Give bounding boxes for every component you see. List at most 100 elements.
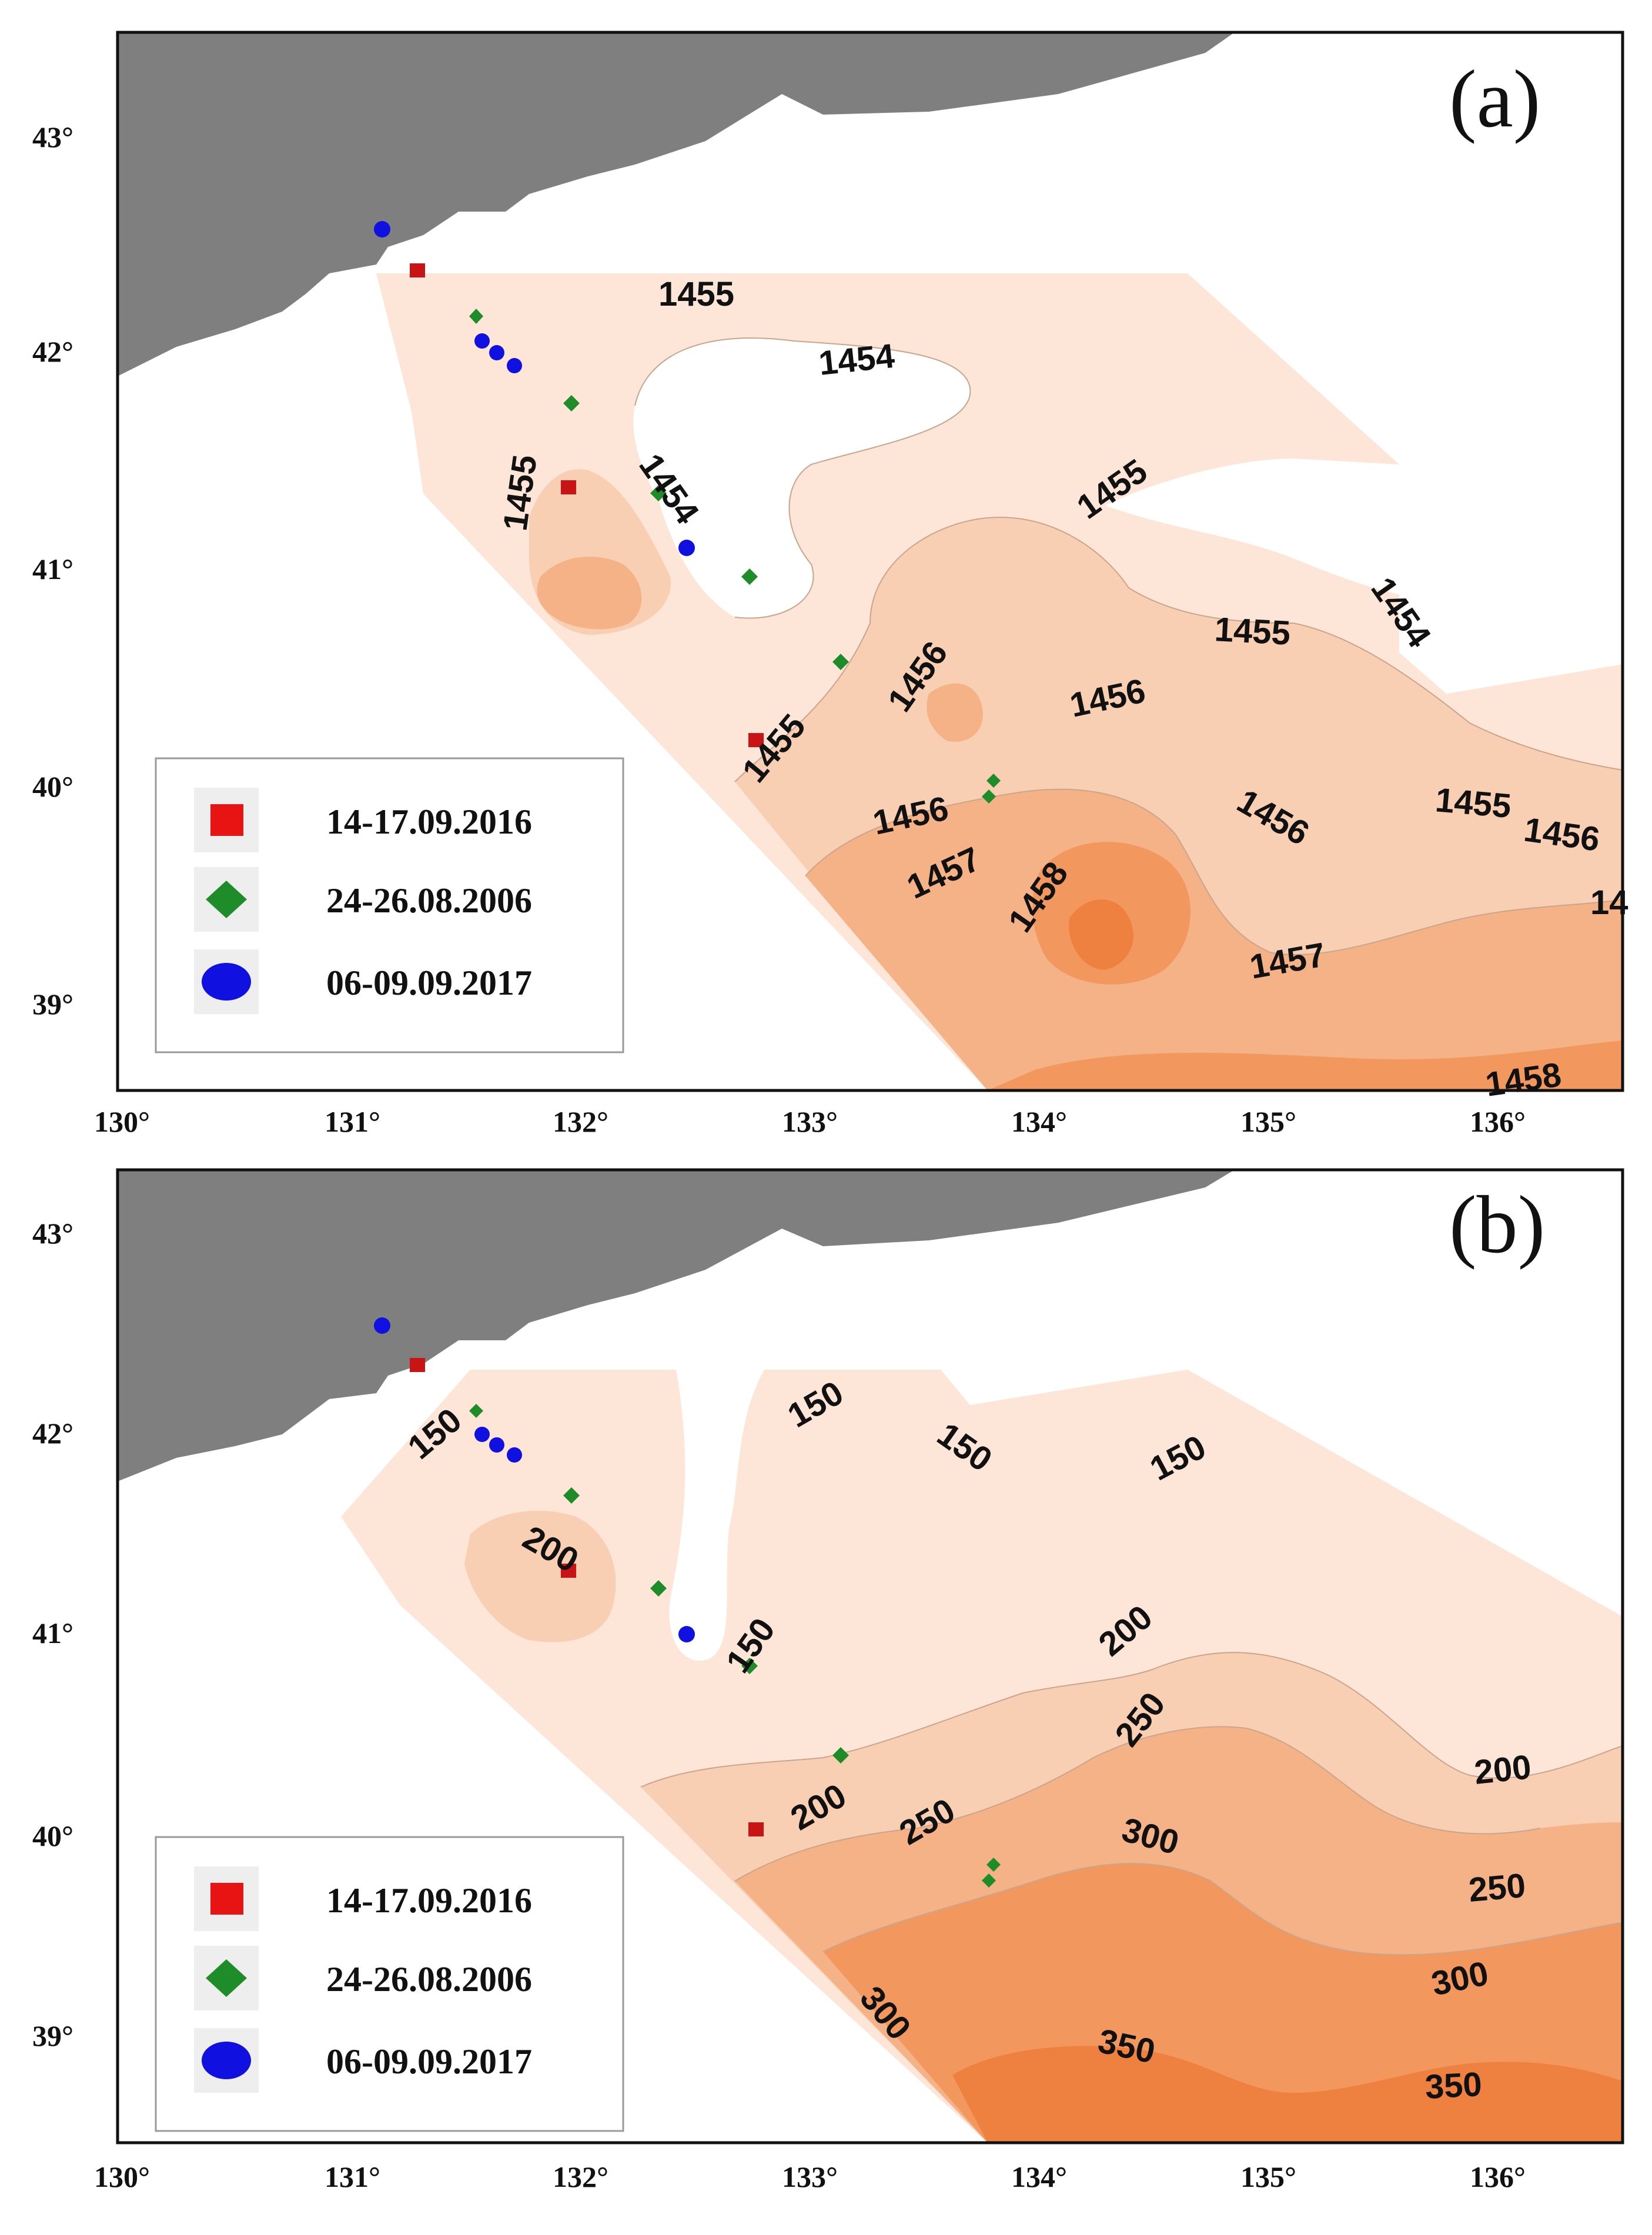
legend-circle-icon: [202, 963, 251, 1001]
panel-label-b: (b): [1449, 1179, 1545, 1270]
contour-label: 14: [1590, 884, 1628, 922]
station-marker-diamond: [982, 789, 996, 804]
contour-fill-level4-b2: [1104, 1864, 1185, 1940]
contour-lines-a: [634, 337, 1623, 955]
x-tick-label: 133°: [782, 2160, 838, 2193]
station-marker-circle: [489, 345, 504, 360]
legend-diamond-icon: [206, 1959, 247, 1997]
legend-label: 14-17.09.2016: [326, 1881, 532, 1920]
legend-label: 06-09.09.2017: [326, 2042, 532, 2081]
y-tick-label: 42°: [32, 335, 73, 368]
x-tick-label: 130°: [94, 1105, 150, 1138]
x-tick-label: 135°: [1240, 2160, 1296, 2193]
legend-square-icon: [210, 804, 243, 836]
contour-fill-level3-b-a: [537, 556, 642, 630]
station-marker-square: [561, 1564, 576, 1578]
legend-circle-icon: [202, 2042, 251, 2079]
station-marker-square: [410, 1358, 425, 1372]
station-marker-diamond: [650, 1580, 667, 1597]
contour-label: 1455: [1213, 610, 1291, 653]
y-tick-label: 40°: [32, 1819, 73, 1852]
legend-label: 24-26.08.2006: [326, 1960, 532, 1999]
stations-a: [374, 221, 1001, 804]
station-marker-diamond: [741, 568, 758, 585]
station-marker-square: [748, 733, 764, 747]
station-marker-circle: [507, 1447, 522, 1463]
x-tick-label: 132°: [553, 2160, 608, 2193]
station-marker-diamond: [563, 395, 580, 411]
station-marker-circle: [474, 1427, 490, 1442]
station-marker-diamond: [982, 1873, 996, 1888]
station-marker-diamond: [469, 1404, 483, 1418]
contour-label: 250: [1467, 1866, 1527, 1909]
land-mass-a: [118, 32, 1235, 376]
x-tick-label: 133°: [782, 1105, 838, 1138]
station-marker-diamond: [986, 1858, 1001, 1872]
x-tick-label: 135°: [1240, 1105, 1296, 1138]
station-marker-diamond: [832, 1747, 849, 1764]
contour-label: 1455: [1434, 781, 1513, 825]
panel-b-border: [116, 1168, 1624, 2144]
x-tick-label: 131°: [325, 1105, 380, 1138]
station-marker-circle: [507, 358, 522, 373]
station-marker-diamond: [741, 1658, 758, 1674]
contour-hole-1454-a: [633, 337, 971, 618]
y-tick-label: 39°: [32, 2019, 73, 2052]
legend-label: 14-17.09.2016: [326, 802, 532, 841]
y-tick-label: 41°: [32, 1617, 73, 1650]
y-tick-label: 43°: [32, 1217, 73, 1250]
contour-label: 1454: [817, 337, 897, 383]
panel-a-border: [116, 31, 1624, 1092]
legend-square-icon: [210, 1883, 243, 1915]
stations-b: [374, 1317, 1001, 1888]
contour-fill-level4-b-a: [988, 1040, 1623, 1090]
x-tick-label: 136°: [1470, 1105, 1526, 1138]
x-tick-label: 131°: [325, 2160, 380, 2193]
station-marker-square: [561, 480, 576, 494]
station-marker-circle: [374, 1317, 390, 1334]
contour-hole-b-right: [941, 1370, 1623, 1617]
panel-label-a: (a): [1449, 53, 1540, 145]
station-marker-circle: [489, 1437, 504, 1453]
y-tick-label: 42°: [32, 1417, 73, 1450]
station-marker-square: [410, 263, 425, 277]
contour-label: 1455: [658, 275, 734, 313]
station-marker-diamond: [986, 774, 1001, 788]
contour-hole-1454-right-a: [1105, 459, 1623, 694]
legend-diamond-icon: [206, 881, 247, 918]
contour-fill-level3-c-a: [927, 683, 983, 742]
station-marker-diamond: [469, 309, 483, 324]
contour-lines-b: [640, 1652, 1623, 1956]
x-tick-label: 132°: [553, 1105, 608, 1138]
station-marker-square: [748, 1822, 764, 1836]
panel-b: 150 150 150 150 200 150 200 200 250 250 …: [32, 1168, 1624, 2193]
land-mass-b: [118, 1170, 1235, 1481]
contour-label: 350: [1424, 2065, 1483, 2106]
y-axis-a: 43° 42° 41° 40° 39°: [32, 121, 73, 1021]
x-tick-label: 134°: [1011, 2160, 1067, 2193]
y-tick-label: 41°: [32, 553, 73, 585]
station-marker-circle: [474, 333, 490, 349]
x-tick-label: 130°: [94, 2160, 150, 2193]
legend-label: 24-26.08.2006: [326, 881, 532, 920]
x-axis-a: 130° 131° 132° 133° 134° 135° 136°: [94, 1105, 1526, 1138]
station-marker-diamond: [563, 1487, 580, 1504]
y-axis-b: 43° 42° 41° 40° 39°: [32, 1217, 73, 2052]
station-marker-circle: [678, 1626, 695, 1642]
station-marker-diamond: [832, 654, 849, 670]
legend-a: 14-17.09.2016 24-26.08.2006 06-09.09.201…: [155, 757, 624, 1053]
legend-label: 06-09.09.2017: [326, 963, 532, 1002]
y-tick-label: 39°: [32, 988, 73, 1021]
x-tick-label: 134°: [1011, 1105, 1067, 1138]
station-marker-circle: [374, 221, 390, 237]
contour-fill-level5-a: [1069, 899, 1133, 970]
contour-fill-level5-b: [952, 2046, 1623, 2143]
contour-fill-level2-b2: [464, 1511, 616, 1642]
y-tick-label: 43°: [32, 121, 73, 153]
contour-fill-level3-a: [805, 789, 1623, 1090]
legend-b: 14-17.09.2016 24-26.08.2006 06-09.09.201…: [155, 1836, 624, 2132]
station-marker-diamond: [650, 485, 667, 501]
x-axis-b: 130° 131° 132° 133° 134° 135° 136°: [94, 2160, 1526, 2193]
x-tick-label: 136°: [1470, 2160, 1526, 2193]
